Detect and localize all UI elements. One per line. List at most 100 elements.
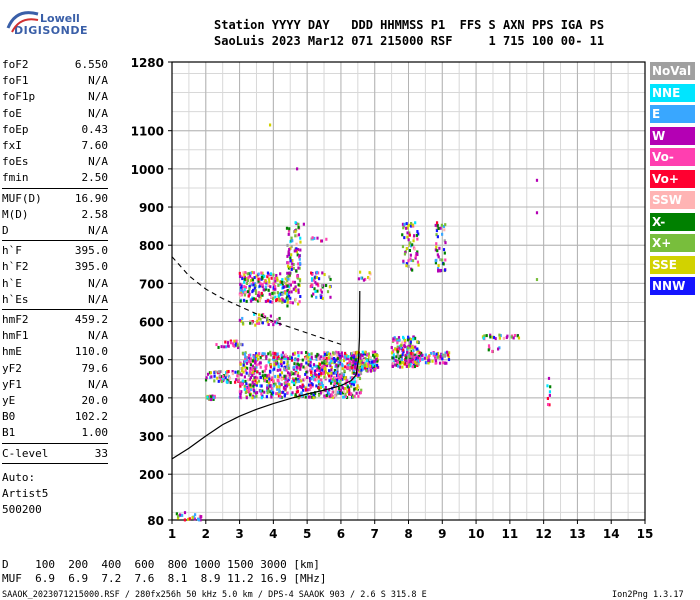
echo-point: [352, 368, 356, 372]
echo-point: [264, 279, 267, 283]
echo-point: [339, 388, 343, 392]
echo-point: [307, 359, 310, 363]
echo-point: [242, 271, 245, 275]
echo-point: [320, 290, 323, 294]
echo-point: [328, 275, 331, 279]
param-row: hmF2 459.2: [2, 312, 108, 328]
echo-point: [332, 384, 336, 388]
echo-point: [271, 382, 274, 386]
echo-point: [297, 225, 300, 229]
echo-point: [319, 373, 322, 377]
echo-point: [263, 369, 266, 373]
echo-point: [398, 362, 402, 366]
echo-point: [314, 280, 317, 284]
echo-point: [417, 232, 420, 236]
echo-point: [261, 374, 264, 378]
echo-point: [291, 262, 294, 266]
echo-point: [549, 385, 552, 389]
echo-point: [491, 335, 494, 339]
echo-point: [330, 368, 333, 372]
echo-point: [178, 513, 182, 517]
echo-point: [296, 374, 300, 378]
echo-point: [285, 355, 288, 359]
echo-point: [482, 336, 485, 340]
echo-point: [402, 350, 405, 354]
echo-point: [444, 241, 447, 245]
echo-point: [228, 376, 232, 380]
echo-point: [255, 381, 259, 385]
param-label: MUF(D): [2, 191, 42, 205]
echo-point: [355, 391, 358, 395]
echo-point: [296, 274, 299, 278]
echo-point: [279, 282, 282, 286]
echo-point: [242, 363, 245, 367]
echo-point: [265, 376, 269, 380]
echo-point: [283, 393, 287, 397]
echo-point: [308, 395, 311, 399]
echo-point: [443, 354, 446, 358]
echo-point: [359, 372, 363, 376]
echo-point: [349, 376, 352, 380]
echo-point: [259, 296, 262, 300]
echo-point: [285, 282, 288, 286]
echo-point: [339, 354, 342, 358]
echo-point: [273, 363, 276, 367]
echo-point: [296, 386, 299, 390]
echo-point: [246, 279, 250, 283]
echo-point: [196, 517, 200, 521]
echo-point: [236, 374, 239, 378]
echo-point: [348, 392, 351, 396]
echo-point: [252, 384, 255, 388]
echo-point: [293, 230, 296, 234]
echo-point: [421, 353, 424, 357]
echo-point: [339, 362, 342, 366]
echo-point: [295, 369, 298, 373]
echo-point: [374, 365, 377, 369]
echo-point: [251, 270, 254, 274]
echo-point: [276, 378, 279, 382]
echo-point: [284, 383, 287, 387]
echo-point: [244, 271, 247, 275]
echo-point: [271, 297, 275, 301]
echo-point: [421, 357, 424, 361]
echo-point: [206, 395, 209, 399]
x-tick-label: 14: [603, 527, 620, 541]
echo-point: [259, 282, 262, 286]
echo-point: [220, 375, 223, 379]
echo-point: [255, 370, 259, 374]
echo-point: [294, 380, 297, 384]
echo-point: [434, 261, 438, 265]
echo-point: [260, 384, 263, 388]
echo-point: [416, 250, 419, 254]
y-tick-label: 900: [139, 201, 164, 215]
echo-point: [489, 335, 492, 339]
echo-point: [368, 360, 371, 364]
echo-point: [301, 388, 305, 392]
echo-point: [284, 386, 287, 390]
echo-point: [316, 367, 319, 371]
echo-point: [297, 351, 300, 355]
echo-point: [330, 373, 333, 377]
echo-point: [251, 383, 254, 387]
param-label: B0: [2, 410, 16, 424]
echo-point: [310, 370, 313, 374]
echo-point: [240, 390, 243, 394]
echo-point: [317, 368, 320, 372]
echo-point: [318, 366, 321, 370]
echo-point: [281, 300, 284, 304]
param-value: 6.550: [74, 58, 108, 71]
echo-point: [231, 342, 234, 346]
echo-point: [367, 275, 370, 279]
echo-point: [303, 377, 306, 381]
echo-point: [441, 357, 444, 361]
echo-point: [332, 377, 335, 381]
echo-point: [395, 361, 398, 365]
echo-point: [244, 379, 247, 383]
echo-point: [267, 277, 271, 281]
echo-point: [209, 371, 213, 375]
echo-point: [311, 366, 314, 370]
echo-point: [315, 364, 318, 368]
echo-point: [261, 352, 264, 356]
echo-point: [341, 367, 344, 371]
x-tick-label: 6: [337, 527, 345, 541]
